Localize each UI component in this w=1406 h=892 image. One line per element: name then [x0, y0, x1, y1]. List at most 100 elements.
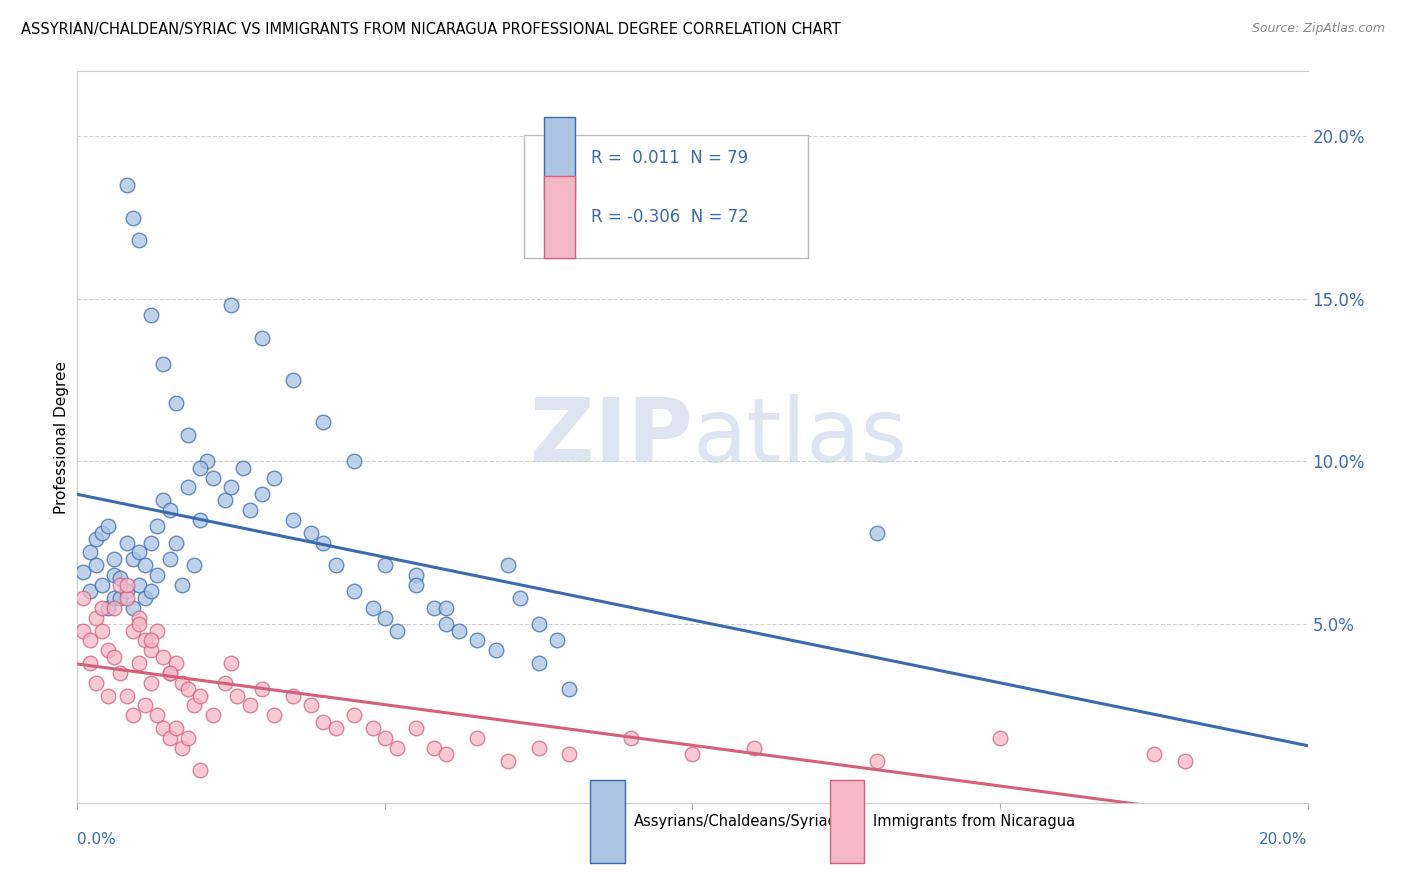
Point — [84, 675, 107, 690]
Point — [177, 731, 200, 745]
Point — [188, 513, 212, 527]
Point — [195, 454, 218, 468]
Point — [509, 591, 531, 605]
Point — [134, 698, 156, 713]
Point — [146, 568, 169, 582]
Point — [97, 689, 120, 703]
Point — [546, 633, 568, 648]
Point — [436, 617, 458, 632]
Point — [159, 503, 181, 517]
Point — [325, 721, 347, 735]
Point — [115, 578, 138, 592]
Point — [742, 740, 765, 755]
Point — [405, 721, 427, 735]
Point — [188, 689, 212, 703]
Point — [152, 721, 174, 735]
Point — [361, 721, 384, 735]
Point — [405, 578, 427, 592]
Text: Immigrants from Nicaragua: Immigrants from Nicaragua — [873, 814, 1076, 829]
Point — [90, 624, 114, 638]
Point — [134, 633, 156, 648]
Point — [527, 617, 550, 632]
Point — [128, 610, 150, 624]
Point — [152, 649, 174, 664]
Point — [79, 656, 101, 670]
Point — [121, 600, 143, 615]
Point — [183, 558, 205, 573]
Point — [219, 298, 242, 312]
Point — [110, 665, 132, 680]
Point — [121, 624, 143, 638]
Point — [361, 600, 384, 615]
Point — [141, 643, 163, 657]
Point — [214, 675, 236, 690]
Point — [405, 568, 427, 582]
Point — [152, 493, 174, 508]
Point — [423, 740, 446, 755]
Point — [988, 731, 1011, 745]
Point — [121, 211, 143, 225]
Point — [121, 708, 143, 723]
Point — [299, 698, 322, 713]
Point — [343, 454, 366, 468]
Text: 0.0%: 0.0% — [77, 832, 117, 847]
Point — [385, 624, 409, 638]
Text: R = -0.306  N = 72: R = -0.306 N = 72 — [591, 208, 748, 227]
Point — [103, 649, 125, 664]
Point — [250, 487, 273, 501]
Point — [496, 558, 519, 573]
Point — [97, 600, 120, 615]
Point — [146, 519, 169, 533]
Point — [103, 600, 125, 615]
Point — [1174, 754, 1197, 768]
Text: ASSYRIAN/CHALDEAN/SYRIAC VS IMMIGRANTS FROM NICARAGUA PROFESSIONAL DEGREE CORREL: ASSYRIAN/CHALDEAN/SYRIAC VS IMMIGRANTS F… — [21, 22, 841, 37]
Point — [1143, 747, 1166, 761]
Point — [385, 740, 409, 755]
Point — [165, 721, 187, 735]
Point — [465, 633, 488, 648]
Point — [165, 535, 187, 549]
Point — [866, 754, 889, 768]
Point — [115, 178, 138, 193]
Point — [170, 740, 193, 755]
Point — [496, 754, 519, 768]
Point — [558, 681, 581, 696]
Text: Source: ZipAtlas.com: Source: ZipAtlas.com — [1251, 22, 1385, 36]
Point — [250, 681, 273, 696]
Point — [159, 731, 181, 745]
Point — [79, 584, 101, 599]
Point — [201, 471, 224, 485]
Point — [97, 643, 120, 657]
Point — [177, 480, 200, 494]
Point — [103, 552, 125, 566]
Point — [465, 731, 488, 745]
Point — [79, 633, 101, 648]
Point — [527, 740, 550, 755]
Point — [263, 708, 285, 723]
Point — [84, 610, 107, 624]
Point — [72, 591, 94, 605]
Point — [84, 558, 107, 573]
Point — [141, 584, 163, 599]
Point — [159, 552, 181, 566]
Text: atlas: atlas — [693, 393, 908, 481]
Point — [325, 558, 347, 573]
Point — [281, 513, 304, 527]
Point — [232, 461, 254, 475]
Point — [374, 558, 396, 573]
Point — [312, 535, 335, 549]
Point — [90, 578, 114, 592]
Point — [558, 747, 581, 761]
Point — [110, 578, 132, 592]
Point — [281, 373, 304, 387]
Point — [90, 600, 114, 615]
Point — [527, 656, 550, 670]
Point — [115, 584, 138, 599]
Point — [79, 545, 101, 559]
Point — [177, 681, 200, 696]
Point — [141, 308, 163, 322]
Point — [121, 552, 143, 566]
Point — [165, 656, 187, 670]
Point — [170, 675, 193, 690]
Point — [682, 747, 704, 761]
